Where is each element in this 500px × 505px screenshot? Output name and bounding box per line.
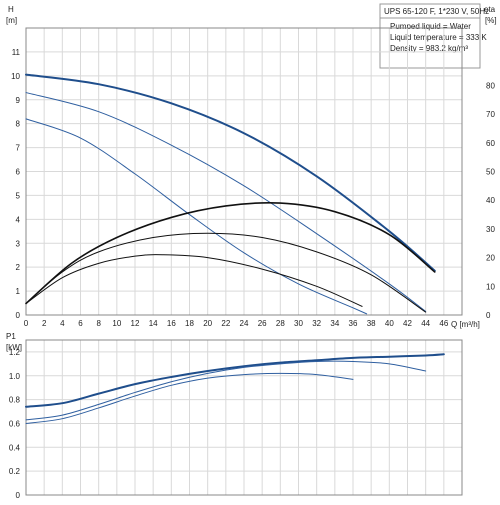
power-tick-label: 0: [16, 491, 21, 500]
head-tick-label: 4: [16, 215, 21, 224]
eta-tick-label: 0: [486, 311, 491, 320]
eta-tick-label: 40: [486, 196, 495, 205]
head-tick-label: 6: [16, 168, 21, 177]
power-tick-label: 0.6: [9, 419, 21, 428]
power-tick-label: 1.2: [9, 348, 21, 357]
x-tick-label: 36: [349, 319, 358, 328]
power-tick-label: 1.0: [9, 372, 21, 381]
head-tick-label: 1: [16, 287, 21, 296]
x-tick-label: 42: [403, 319, 412, 328]
head-axis-title: H: [8, 5, 14, 14]
x-tick-label: 34: [330, 319, 339, 328]
head-tick-label: 9: [16, 96, 21, 105]
x-tick-label: 10: [112, 319, 121, 328]
x-tick-label: 40: [385, 319, 394, 328]
x-tick-label: 2: [42, 319, 47, 328]
x-tick-label: 28: [276, 319, 285, 328]
x-tick-label: 12: [131, 319, 140, 328]
x-tick-label: 8: [96, 319, 101, 328]
head-tick-label: 0: [16, 311, 21, 320]
head-plot-frame: [25, 27, 463, 316]
x-tick-label: 14: [149, 319, 158, 328]
annotation-liquid-temperature: Liquid temperature = 333 K: [390, 33, 487, 42]
eta-tick-label: 10: [486, 282, 495, 291]
head-curve-speed-1: [25, 118, 368, 315]
x-tick-label: 0: [24, 319, 29, 328]
annotation-density: Density = 983.2 kg/m³: [390, 44, 468, 53]
eta-axis-title: eta: [484, 5, 496, 14]
power-curve-speed-2: [25, 360, 427, 421]
info-box: UPS 65-120 F, 1*230 V, 50Hz Pumped liqui…: [379, 3, 489, 69]
power-tick-label: 0.8: [9, 396, 21, 405]
eta-curve-speed-1: [25, 254, 363, 307]
head-axis-unit: [m]: [6, 16, 17, 25]
eta-tick-label: 70: [486, 110, 495, 119]
eta-curve-speed-2: [25, 232, 427, 313]
power-curve-speed-3: [25, 353, 445, 408]
eta-tick-label: 50: [486, 168, 495, 177]
power-curve-speed-1: [25, 372, 354, 424]
x-tick-label: 32: [312, 319, 321, 328]
x-tick-label: 18: [185, 319, 194, 328]
chart-title: UPS 65-120 F, 1*230 V, 50Hz: [384, 7, 489, 16]
x-tick-label: 38: [367, 319, 376, 328]
x-tick-label: 22: [221, 319, 230, 328]
flow-axis-title: Q [m³/h]: [451, 320, 480, 329]
eta-axis-unit: [%]: [485, 16, 497, 25]
power-tick-label: 0.4: [9, 443, 21, 452]
head-curve-speed-3: [25, 73, 436, 272]
power-axis-unit: [kW]: [6, 343, 22, 352]
head-curve-speed-2: [25, 92, 427, 312]
head-tick-label: 11: [12, 48, 21, 57]
power-tick-label: 0.2: [9, 467, 21, 476]
eta-tick-label: 30: [486, 225, 495, 234]
head-tick-label: 5: [16, 191, 21, 200]
head-tick-label: 7: [16, 144, 21, 153]
head-tick-label: 2: [16, 263, 21, 272]
x-tick-label: 16: [167, 319, 176, 328]
eta-tick-label: 60: [486, 139, 495, 148]
x-tick-label: 24: [240, 319, 249, 328]
head-tick-label: 10: [11, 72, 20, 81]
x-tick-label: 26: [258, 319, 267, 328]
eta-tick-label: 80: [486, 81, 495, 90]
x-tick-label: 4: [60, 319, 65, 328]
eta-curve-speed-3: [25, 201, 436, 305]
x-tick-label: 30: [294, 319, 303, 328]
x-tick-label: 44: [421, 319, 430, 328]
x-tick-label: 20: [203, 319, 212, 328]
head-tick-label: 3: [16, 239, 21, 248]
head-tick-label: 8: [16, 120, 21, 129]
power-axis-title: P1: [6, 332, 16, 341]
x-tick-label: 46: [439, 319, 448, 328]
power-plot-frame: [25, 339, 463, 496]
annotation-pumped-liquid: Pumped liquid = Water: [390, 22, 471, 31]
x-tick-label: 6: [78, 319, 83, 328]
eta-tick-label: 20: [486, 254, 495, 263]
